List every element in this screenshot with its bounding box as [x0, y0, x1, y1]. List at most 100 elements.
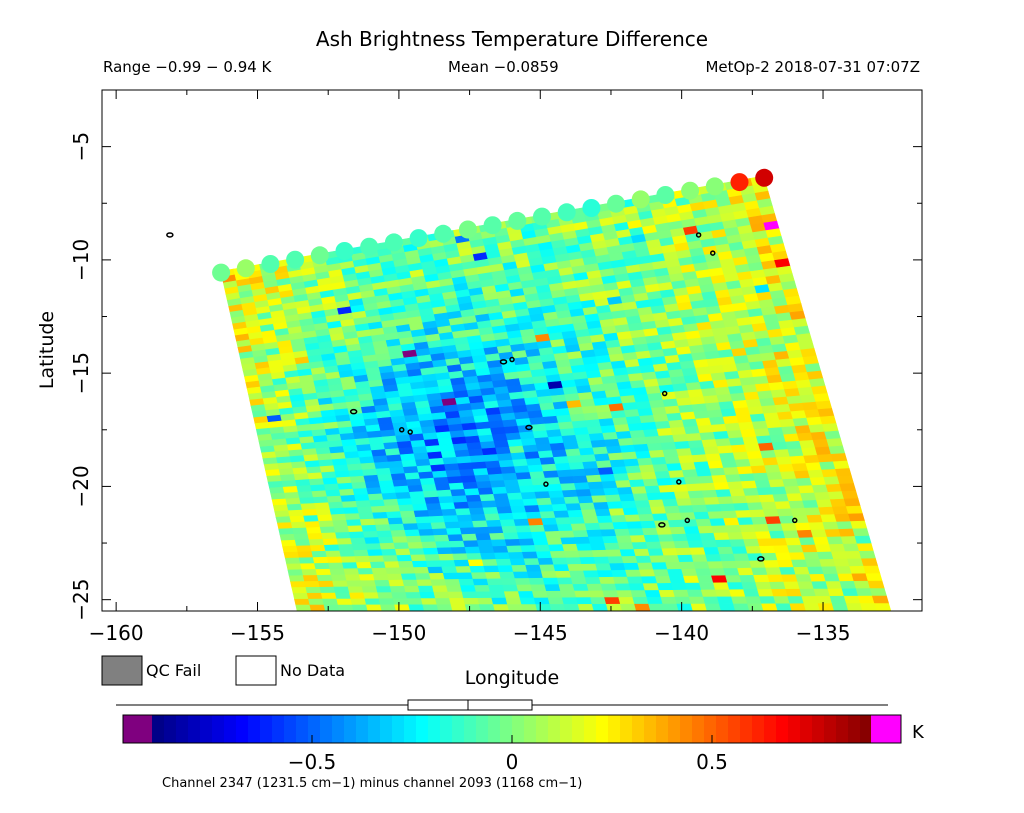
heatmap-cell	[486, 467, 503, 476]
heatmap-cell	[442, 515, 460, 523]
heatmap-cell	[781, 574, 799, 583]
heatmap-cell	[820, 514, 838, 523]
heatmap-cell	[782, 478, 799, 488]
heatmap-cell	[786, 493, 804, 502]
colorbar-step	[824, 715, 837, 743]
heatmap-cell	[311, 490, 328, 498]
heatmap-cell	[518, 538, 536, 547]
heatmap-cell	[828, 543, 846, 553]
heatmap-cell	[603, 542, 621, 551]
heatmap-cell	[562, 543, 579, 552]
heatmap-cell	[718, 401, 735, 411]
heatmap-cell	[569, 570, 586, 579]
heatmap-cell	[461, 533, 478, 542]
heatmap-cell	[598, 522, 615, 531]
heatmap-cell	[358, 574, 376, 582]
heatmap-cell	[817, 453, 834, 463]
heatmap-cell	[452, 553, 469, 561]
heatmap-cell	[824, 529, 842, 538]
heatmap-cell	[733, 553, 750, 562]
heatmap-cell	[695, 417, 712, 427]
heatmap-cell	[478, 546, 495, 554]
heatmap-cell	[822, 521, 840, 531]
heatmap-cell	[585, 474, 603, 483]
heatmap-cell	[809, 378, 826, 388]
heatmap-cell	[518, 591, 535, 599]
heatmap-cell	[634, 603, 651, 611]
heatmap-cell	[490, 539, 508, 547]
heatmap-cell	[332, 519, 349, 528]
heatmap-cell	[817, 408, 835, 418]
heatmap-cell	[789, 455, 807, 465]
island-outline	[407, 429, 413, 435]
heatmap-cell	[494, 499, 512, 508]
heatmap-cell	[703, 446, 720, 455]
heatmap-cell	[271, 498, 288, 506]
heatmap-cell	[488, 584, 505, 593]
heatmap-cell	[482, 506, 499, 515]
heatmap-cell	[713, 532, 731, 541]
heatmap-cell	[713, 430, 730, 440]
heatmap-cell	[817, 551, 834, 560]
colorbar-step	[548, 715, 561, 743]
heatmap-cell	[693, 410, 710, 420]
heatmap-cell	[676, 448, 693, 457]
heatmap-cell	[382, 555, 399, 563]
heatmap-cell	[783, 581, 801, 590]
heatmap-cell	[429, 515, 446, 524]
heatmap-cell	[620, 500, 638, 509]
heatmap-cell	[645, 541, 663, 550]
heatmap-cell	[418, 471, 435, 480]
heatmap-cell	[645, 435, 662, 445]
heatmap-cell	[295, 479, 311, 487]
heatmap-cell	[791, 463, 809, 472]
heatmap-cell	[273, 504, 289, 512]
heatmap-cell	[849, 565, 867, 575]
heatmap-cell	[789, 603, 807, 611]
heatmap-cell	[674, 596, 692, 605]
heatmap-cell	[614, 528, 631, 537]
heatmap-cell	[335, 531, 352, 540]
heatmap-cell	[662, 448, 679, 458]
heatmap-cell	[608, 508, 626, 517]
footprint-circle	[458, 220, 477, 239]
heatmap-cell	[674, 390, 691, 400]
colorbar-overflow	[871, 715, 901, 743]
heatmap-cell	[539, 564, 556, 572]
heatmap-cell	[438, 553, 455, 562]
heatmap-cell	[359, 456, 375, 465]
heatmap-cell	[637, 562, 654, 571]
colorbar-step	[212, 715, 225, 743]
heatmap-cell	[499, 571, 516, 580]
heatmap-cell	[532, 430, 549, 439]
heatmap-cell	[435, 483, 452, 492]
heatmap-cell	[535, 604, 552, 611]
heatmap-cell	[536, 551, 553, 559]
heatmap-cell	[619, 549, 637, 557]
heatmap-cell	[374, 461, 391, 470]
heatmap-cell	[789, 552, 806, 561]
heatmap-cell	[815, 400, 833, 410]
heatmap-cell	[549, 442, 566, 452]
heatmap-cell	[560, 483, 577, 492]
heatmap-cell	[861, 558, 879, 567]
heatmap-cell	[439, 444, 456, 453]
heatmap-cell	[582, 461, 599, 470]
colorbar-step	[296, 715, 309, 743]
heatmap-cell	[370, 505, 387, 514]
heatmap-cell	[420, 598, 438, 606]
heatmap-cell	[462, 481, 479, 490]
heatmap-cell	[658, 589, 676, 598]
colorbar-tick-label: 0	[506, 750, 519, 774]
footprint-circle	[631, 190, 650, 209]
colorbar-step	[644, 715, 657, 743]
heatmap-cell	[553, 456, 570, 465]
heatmap-cell	[399, 567, 416, 575]
heatmap-cell	[715, 539, 733, 548]
y-tick-label: −10	[69, 239, 93, 281]
heatmap-cell	[771, 538, 788, 547]
heatmap-cell	[375, 586, 393, 594]
heatmap-cell	[798, 485, 815, 494]
heatmap-cell	[760, 449, 777, 459]
heatmap-cell	[699, 532, 717, 542]
